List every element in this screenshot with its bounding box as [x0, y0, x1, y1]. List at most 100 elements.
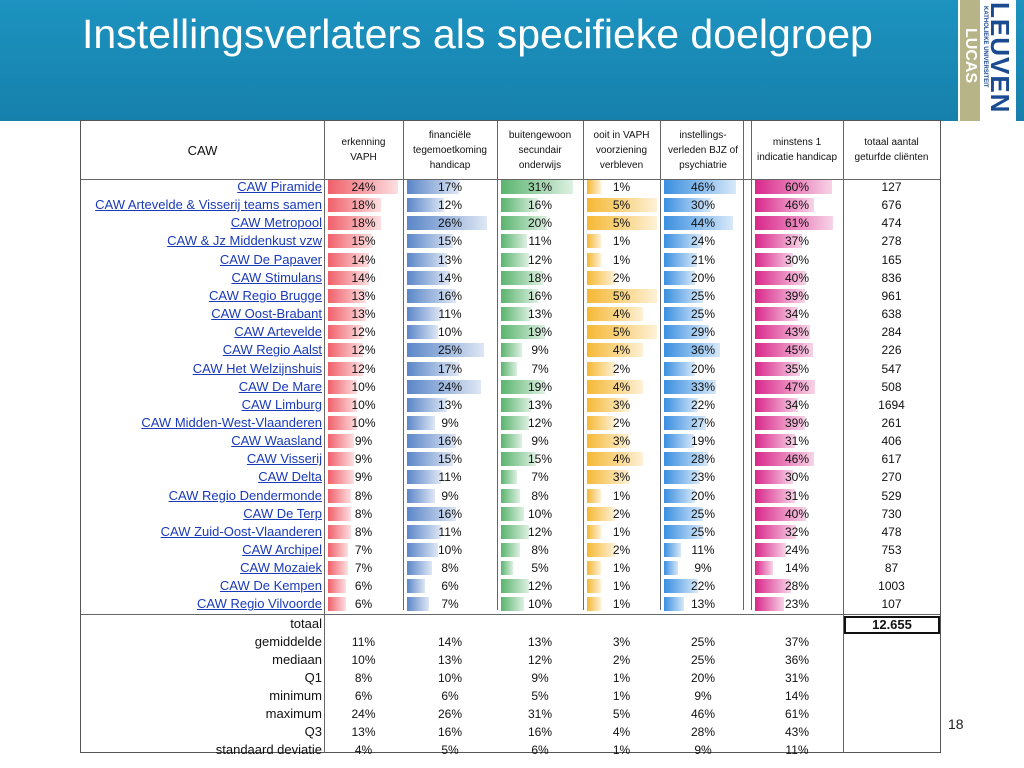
caw-name-link[interactable]: CAW Delta	[258, 469, 322, 485]
cell-value: 16%	[437, 506, 463, 521]
data-bar-instellingsverleden-bjz	[664, 198, 711, 213]
caw-name-link[interactable]: CAW Mozaiek	[240, 560, 322, 576]
university-logo: LUCAS LEUVEN KATHOLIEKE UNIVERSITEIT	[958, 0, 1016, 121]
cell-buitengewoon-secundair: 12%	[501, 251, 579, 269]
caw-name-link[interactable]: CAW Regio Brugge	[209, 287, 322, 303]
data-bar-indicatie-handicap	[755, 506, 807, 521]
data-bar-indicatie-handicap	[755, 561, 773, 576]
cell-value: 31%	[784, 434, 810, 449]
caw-name-link[interactable]: CAW De Terp	[243, 505, 322, 521]
caw-name-link[interactable]: CAW De Kempen	[219, 578, 322, 594]
cell-value: 19%	[527, 325, 553, 340]
cell-erkenning-vaph: 9%	[328, 432, 399, 450]
cell-financiele-tegemoetkoming: 26%	[407, 214, 493, 232]
cell-value: 12%	[527, 579, 553, 594]
body-divider	[81, 613, 940, 615]
cell-vaph-voorziening: 4%	[587, 450, 656, 468]
cell-erkenning-vaph: 7%	[328, 559, 399, 577]
stat-label: gemiddelde	[254, 633, 322, 649]
caw-name-link[interactable]: CAW Artevelde & Visserij teams samen	[95, 197, 322, 213]
data-bar-indicatie-handicap	[755, 379, 816, 394]
caw-name-link[interactable]: CAW Zuid-Oost-Vlaanderen	[160, 523, 322, 539]
data-bar-financiele-tegemoetkoming	[407, 288, 457, 303]
cell-erkenning-vaph: 18%	[328, 214, 399, 232]
caw-name-link[interactable]: CAW Limburg	[241, 396, 322, 412]
cell-value: 4%	[612, 307, 631, 322]
data-bar-instellingsverleden-bjz	[664, 288, 704, 303]
cell-vaph-voorziening: 5%	[587, 214, 657, 232]
cell-total: 1003	[878, 579, 905, 594]
cell-value: 15%	[437, 234, 463, 249]
data-bar-vaph-voorziening	[587, 506, 615, 521]
cell-total: 676	[881, 198, 902, 213]
cell-vaph-voorziening: 3%	[587, 396, 656, 414]
cell-vaph-voorziening: 2%	[587, 414, 656, 432]
data-bar-buitengewoon-secundair	[501, 180, 573, 194]
cell-erkenning-vaph: 13%	[328, 305, 399, 323]
caw-name-link[interactable]: CAW Piramide	[237, 179, 322, 194]
stat-financiele-tegemoetkoming: 6%	[441, 688, 459, 703]
stat-financiele-tegemoetkoming: 16%	[437, 725, 463, 740]
cell-buitengewoon-secundair: 7%	[501, 360, 579, 378]
cell-indicatie-handicap: 61%	[755, 214, 839, 232]
cell-value: 18%	[527, 270, 553, 285]
cell-instellingsverleden-bjz: 25%	[664, 305, 742, 323]
cell-total: 836	[881, 270, 902, 285]
cell-value: 12%	[527, 415, 553, 430]
data-bar-erkenning-vaph	[328, 343, 363, 358]
cell-indicatie-handicap: 30%	[755, 468, 839, 486]
caw-name-link[interactable]: CAW Midden-West-Vlaanderen	[141, 414, 322, 430]
data-bar-erkenning-vaph	[328, 543, 349, 557]
header-vaph-voorziening: ooit in VAPH voorziening verbleven	[593, 129, 650, 171]
cell-financiele-tegemoetkoming: 17%	[407, 360, 493, 378]
caw-name-link[interactable]: CAW Archipel	[242, 542, 322, 557]
column-divider	[403, 121, 404, 610]
cell-total: 278	[881, 234, 902, 249]
caw-name-link[interactable]: CAW Oost-Brabant	[211, 306, 322, 322]
cell-value: 24%	[351, 180, 376, 194]
cell-buitengewoon-secundair: 16%	[501, 287, 579, 305]
cell-value: 39%	[784, 288, 810, 303]
data-bar-financiele-tegemoetkoming	[407, 543, 438, 557]
cell-value: 31%	[784, 488, 810, 503]
data-bar-financiele-tegemoetkoming	[407, 434, 457, 449]
cell-buitengewoon-secundair: 13%	[501, 396, 579, 414]
cell-value: 17%	[437, 361, 463, 376]
stat-indicatie-handicap: 14%	[784, 688, 810, 703]
data-bar-instellingsverleden-bjz	[664, 434, 694, 449]
caw-name-link[interactable]: CAW Het Welzijnshuis	[192, 360, 322, 376]
caw-name-link[interactable]: CAW & Jz Middenkust vzw	[167, 233, 322, 249]
cell-buitengewoon-secundair: 9%	[501, 432, 579, 450]
cell-financiele-tegemoetkoming: 13%	[407, 396, 493, 414]
data-bar-instellingsverleden-bjz	[664, 343, 721, 358]
caw-name-link[interactable]: CAW Visserij	[246, 451, 322, 467]
cell-value: 7%	[441, 597, 459, 612]
data-bar-vaph-voorziening	[587, 288, 657, 303]
data-bar-financiele-tegemoetkoming	[407, 216, 487, 231]
caw-name-link[interactable]: CAW De Papaver	[219, 251, 322, 267]
cell-value: 9%	[354, 452, 373, 467]
caw-name-link[interactable]: CAW Regio Vilvoorde	[197, 596, 322, 612]
cell-value: 9%	[531, 434, 549, 449]
caw-name-link[interactable]: CAW De Mare	[238, 378, 322, 394]
cell-value: 10%	[437, 543, 463, 557]
cell-value: 1%	[612, 579, 631, 594]
stat-instellingsverleden-bjz: 46%	[690, 707, 716, 721]
data-bar-buitengewoon-secundair	[501, 506, 525, 521]
caw-name-link[interactable]: CAW Artevelde	[234, 324, 322, 340]
data-bar-instellingsverleden-bjz	[664, 470, 700, 485]
cell-value: 16%	[527, 288, 553, 303]
cell-value: 40%	[784, 506, 810, 521]
cell-indicatie-handicap: 31%	[755, 487, 839, 505]
data-bar-indicatie-handicap	[755, 597, 785, 612]
caw-name-link[interactable]: CAW Regio Dendermonde	[168, 487, 322, 503]
caw-name-link[interactable]: CAW Regio Aalst	[222, 342, 322, 358]
cell-indicatie-handicap: 46%	[755, 196, 839, 214]
caw-name-link[interactable]: CAW Waasland	[231, 433, 322, 449]
caw-name-link[interactable]: CAW Stimulans	[231, 269, 322, 285]
cell-erkenning-vaph: 8%	[328, 523, 399, 541]
cell-erkenning-vaph: 9%	[328, 450, 399, 468]
cell-erkenning-vaph: 9%	[328, 468, 399, 486]
data-bar-buitengewoon-secundair	[501, 597, 525, 612]
caw-name-link[interactable]: CAW Metropool	[230, 215, 322, 231]
